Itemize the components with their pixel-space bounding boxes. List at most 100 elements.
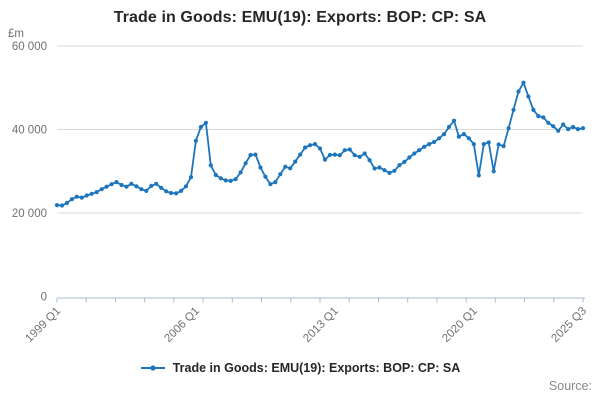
series-marker: [427, 142, 432, 147]
series-marker: [541, 115, 546, 120]
series-marker: [546, 120, 551, 125]
series-marker: [526, 94, 531, 99]
page-title: Trade in Goods: EMU(19): Exports: BOP: C…: [113, 9, 487, 26]
series-marker: [94, 190, 99, 195]
series-marker: [193, 138, 198, 143]
series-marker: [521, 80, 526, 85]
series-marker: [268, 182, 273, 187]
series-marker: [283, 164, 288, 169]
series-marker: [397, 163, 402, 168]
series-marker: [243, 161, 248, 166]
series-marker: [446, 124, 452, 130]
series-marker: [392, 168, 397, 173]
series-marker: [263, 174, 268, 179]
series-marker: [387, 170, 392, 175]
series-marker: [506, 126, 511, 131]
series-marker: [109, 182, 114, 187]
series-marker: [188, 175, 194, 180]
series-marker: [119, 182, 124, 188]
series-marker: [228, 178, 233, 183]
series-marker: [561, 122, 566, 127]
series-marker: [377, 165, 382, 170]
series-marker: [511, 107, 516, 112]
series-marker: [347, 147, 352, 152]
series-marker: [317, 146, 323, 151]
series-marker: [417, 148, 422, 153]
series-marker: [367, 158, 372, 163]
series-marker: [501, 144, 506, 149]
series-marker: [69, 197, 74, 202]
series-marker: [531, 107, 536, 112]
series-marker: [223, 178, 228, 183]
series-marker: [551, 124, 556, 129]
series-marker: [382, 168, 387, 173]
series-marker: [139, 187, 144, 192]
series-marker: [556, 128, 561, 133]
series-marker: [174, 191, 179, 196]
series-marker: [238, 170, 243, 175]
series-marker: [59, 203, 65, 208]
series-marker: [89, 191, 94, 196]
series-marker: [422, 144, 427, 149]
series-marker: [208, 163, 213, 168]
series-marker: [327, 152, 332, 158]
series-marker: [486, 140, 491, 145]
series-marker: [481, 142, 486, 147]
series-marker: [293, 159, 298, 164]
series-marker: [183, 184, 189, 189]
series-marker: [64, 200, 69, 206]
series-marker: [203, 120, 208, 125]
series-marker: [471, 142, 476, 147]
series-marker: [362, 151, 367, 156]
series-marker: [580, 126, 586, 131]
series-marker: [169, 190, 174, 196]
series-marker: [536, 114, 541, 119]
series-marker: [357, 154, 362, 159]
y-tick-label: 0: [41, 292, 47, 304]
series-marker: [476, 173, 481, 178]
series-marker: [372, 166, 377, 171]
series-marker: [442, 132, 447, 137]
series-marker: [402, 159, 407, 164]
series-marker: [74, 194, 79, 199]
series-marker: [154, 181, 159, 186]
series-marker: [218, 176, 223, 181]
y-axis-unit-label: £m: [8, 28, 24, 40]
series-marker: [114, 180, 119, 185]
y-tick-label: 40 000: [12, 125, 47, 137]
series-marker: [303, 145, 308, 150]
series-marker: [258, 165, 263, 170]
source-label: Source:: [548, 379, 592, 393]
series-marker: [144, 188, 149, 193]
series-marker: [456, 134, 461, 139]
series-marker: [54, 203, 60, 208]
series-marker: [575, 127, 581, 132]
series-marker: [213, 172, 218, 178]
x-tick-label: 2025 Q3: [549, 305, 589, 345]
series-marker: [104, 184, 109, 189]
series-marker: [179, 188, 184, 193]
series-marker: [298, 152, 303, 157]
y-tick-label: 20 000: [12, 208, 47, 220]
series-marker: [322, 157, 328, 162]
series-marker: [352, 153, 357, 158]
legend-label: Trade in Goods: EMU(19): Exports: BOP: C…: [172, 361, 461, 375]
series-marker: [278, 172, 283, 177]
series-marker: [233, 177, 238, 182]
x-tick-label: 2020 Q1: [440, 305, 480, 345]
series-marker: [491, 169, 496, 174]
series-marker: [198, 124, 203, 130]
series-marker: [312, 142, 318, 147]
legend-item[interactable]: Trade in Goods: EMU(19): Exports: BOP: C…: [0, 361, 600, 375]
series-marker: [466, 136, 471, 141]
y-tick-label: 60 000: [12, 41, 47, 53]
series-marker: [159, 185, 164, 190]
series-marker: [288, 166, 293, 171]
series-marker: [432, 139, 437, 145]
series-marker: [308, 143, 313, 148]
x-tick-label: 2013 Q1: [301, 305, 341, 345]
series-marker: [566, 127, 571, 132]
series-marker: [134, 184, 139, 189]
